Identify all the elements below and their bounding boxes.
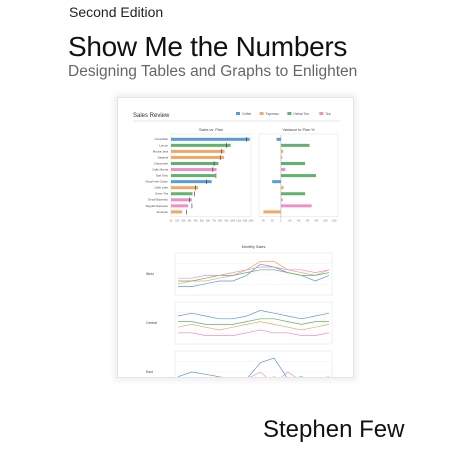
variance-bar — [280, 168, 286, 172]
dashboard-svg: Sales Review Coffee Espresso Herbal Tea Tea… — [133, 112, 340, 399]
x-tick-label: 0k — [170, 221, 173, 223]
book-subtitle: Designing Tables and Graphs to Enlighten — [68, 63, 358, 80]
x-tick-label: 20k — [181, 221, 186, 223]
sales-bar — [171, 155, 224, 159]
x-tick-label: 100k — [230, 221, 236, 223]
dashboard-title: Sales Review — [133, 113, 170, 119]
category-label: Earl Grey — [156, 174, 168, 178]
variance-bar — [276, 137, 281, 141]
chart-title: Variance to Plan % — [282, 128, 315, 132]
sales-bar — [171, 204, 189, 208]
chart-title: Sales vs. Plan — [199, 128, 223, 132]
category-label: Caffe Latte — [154, 186, 168, 190]
chart-title: Monthly Sales — [242, 245, 266, 249]
x-tick-label: +80 — [314, 221, 319, 223]
legend-label: Espresso — [266, 112, 280, 116]
edition-label: Second Edition — [69, 4, 164, 20]
legend-swatch — [319, 112, 324, 115]
variance-bar — [280, 186, 284, 190]
x-tick-label: 130k — [249, 221, 255, 223]
x-tick-label: +100 — [323, 221, 329, 223]
x-tick-label: -20 — [270, 221, 274, 223]
x-tick-label: 50k — [200, 221, 205, 223]
x-tick-label: 110k — [236, 221, 242, 223]
x-tick-label: 120k — [242, 221, 248, 223]
series-line — [177, 357, 329, 382]
variance-bar — [280, 192, 306, 196]
x-tick-label: 70k — [212, 221, 217, 223]
sales-bar — [171, 168, 217, 172]
dashboard-illustration: Sales Review Coffee Espresso Herbal Tea Tea… — [117, 97, 354, 399]
sales-bar — [171, 186, 199, 190]
x-tick-label: 0 — [280, 221, 282, 223]
variance-bar — [280, 143, 310, 147]
legend-label: Coffee — [242, 112, 252, 116]
x-tick-label: 60k — [206, 221, 211, 223]
legend-swatch — [259, 112, 264, 115]
variance-bar — [263, 210, 281, 214]
x-tick-label: 80k — [218, 221, 223, 223]
category-label: Regular Espresso — [146, 204, 169, 208]
sales-vs-plan-chart: Sales vs. Plan Columbian Lemon Mocha-Java Da… — [145, 128, 254, 223]
sales-bar — [171, 162, 219, 165]
sales-bar — [171, 174, 216, 178]
x-tick-label: 40k — [194, 221, 199, 223]
series-line — [178, 269, 330, 282]
legend: Coffee Espresso Herbal Tea Tea — [236, 112, 331, 116]
series-line — [177, 371, 330, 387]
variance-bar — [280, 155, 283, 159]
series-line — [177, 321, 330, 331]
legend-label: Tea — [325, 112, 330, 116]
variance-bar — [280, 198, 283, 202]
category-label: Mocha-Java — [153, 149, 169, 153]
x-tick-label: -40 — [261, 221, 265, 223]
sales-bar — [171, 198, 192, 202]
variance-bar — [280, 162, 306, 165]
variance-chart: Variance to Plan % -40 -20 0 +20 +40 +60 +80 +10… — [258, 128, 339, 223]
monthly-sales-chart: Monthly SalesWestCentralEastJanFebMarApr… — [146, 245, 333, 399]
sales-bar — [171, 137, 250, 141]
sales-bar — [171, 210, 183, 214]
variance-bar — [280, 204, 312, 208]
series-line — [177, 261, 330, 285]
sales-bar — [171, 192, 193, 196]
x-tick-label: +20 — [288, 221, 293, 223]
category-label: Decaf Irish Cream — [145, 180, 168, 184]
legend-label: Herbal Tea — [293, 112, 309, 116]
variance-bar — [272, 180, 281, 184]
category-label: Darjeela — [158, 155, 169, 159]
category-label: Chamomile — [154, 161, 169, 165]
category-label: Caffe Mocha — [152, 167, 168, 171]
sales-bar — [171, 143, 231, 147]
series-line — [178, 318, 329, 325]
category-label: Columbian — [155, 137, 169, 141]
author-name: Stephen Few — [263, 416, 405, 443]
x-tick-label: 90k — [225, 221, 230, 223]
series-line — [178, 266, 330, 279]
x-tick-label: +120 — [331, 221, 337, 223]
series-line — [178, 329, 330, 336]
x-tick-label: 30k — [188, 221, 193, 223]
category-label: Decaf Espresso — [148, 198, 168, 202]
category-label: Green Tea — [155, 192, 168, 196]
series-line — [178, 263, 330, 287]
panel-label: West — [146, 272, 154, 276]
category-label: Amaretto — [157, 210, 169, 214]
x-tick-label: +60 — [305, 221, 310, 223]
book-title: Show Me the Numbers — [68, 31, 348, 62]
sales-bar — [171, 180, 212, 184]
legend-swatch — [236, 112, 240, 115]
variance-bar — [280, 149, 284, 153]
category-label: Lemon — [159, 143, 168, 147]
panel-label: Central — [146, 321, 157, 325]
plot-frame — [258, 133, 339, 217]
panel-label: East — [146, 370, 153, 374]
series-line — [177, 310, 330, 320]
legend-swatch — [287, 112, 292, 115]
sales-bar — [171, 149, 225, 153]
x-tick-label: 10k — [175, 221, 180, 223]
variance-bar — [280, 174, 317, 178]
x-tick-label: +40 — [297, 221, 302, 223]
